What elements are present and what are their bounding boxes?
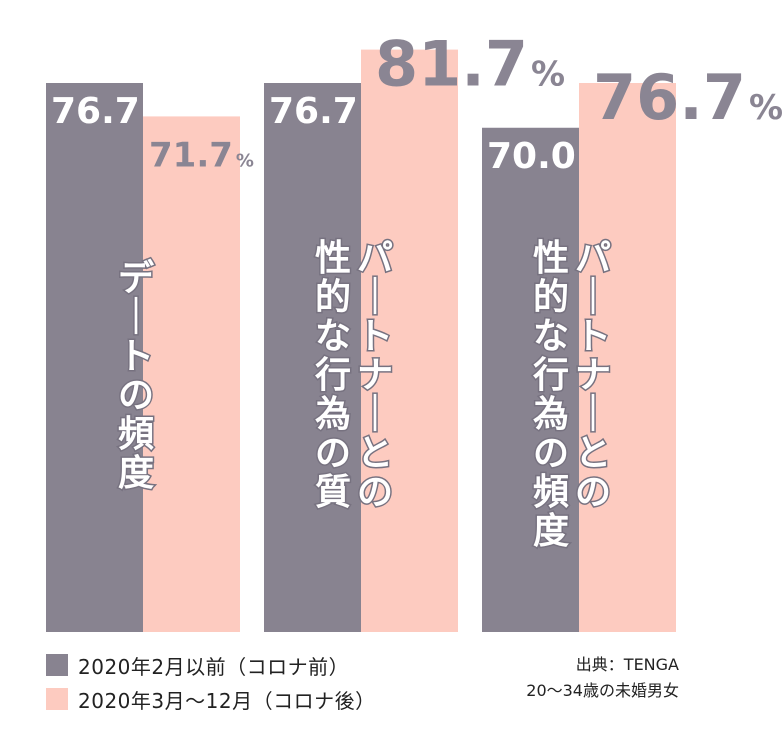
source-line-2: 20～34歳の未婚男女 (526, 681, 679, 700)
bar-after-1 (361, 49, 458, 633)
legend-item-before: 2020年2月以前（コロナ前） (46, 648, 376, 682)
value-label-before-0: 76.7% (51, 91, 161, 132)
bar-before-0 (46, 83, 143, 632)
bar-after-2 (579, 83, 676, 632)
legend: 2020年2月以前（コロナ前） 2020年3月～12月（コロナ後） (46, 648, 376, 716)
bar-chart: 76.7%71.7%デ｜トの頻度76.7%81.7%性的な行為の質パ｜トナ｜との… (46, 28, 783, 633)
legend-item-after: 2020年3月～12月（コロナ後） (46, 682, 376, 716)
category-label-0-line-0: デ｜トの頻度 (118, 257, 155, 494)
category-label-2-line-1: パ｜トナ｜との (575, 238, 611, 513)
category-label-1-line-1: パ｜トナ｜との (357, 238, 393, 513)
legend-swatch-before (46, 654, 68, 676)
bar-before-2 (482, 127, 579, 633)
bar-before-1 (264, 83, 361, 632)
category-label-2-line-0: 性的な行為の頻度 (533, 238, 569, 552)
source-line-1: 出典：TENGA (575, 655, 679, 674)
legend-label-after: 2020年3月～12月（コロナ後） (78, 688, 376, 713)
value-label-after-1: 81.7% (375, 28, 565, 101)
legend-label-before: 2020年2月以前（コロナ前） (78, 654, 350, 679)
value-label-before-1: 76.7% (269, 91, 379, 132)
category-label-1-line-0: 性的な行為の質 (315, 238, 351, 513)
bar-after-0 (143, 116, 240, 632)
value-label-after-0: 71.7% (149, 135, 254, 175)
source-note: 出典：TENGA 20～34歳の未婚男女 (526, 652, 679, 704)
legend-swatch-after (46, 688, 68, 710)
value-label-after-2: 76.7% (593, 61, 783, 134)
